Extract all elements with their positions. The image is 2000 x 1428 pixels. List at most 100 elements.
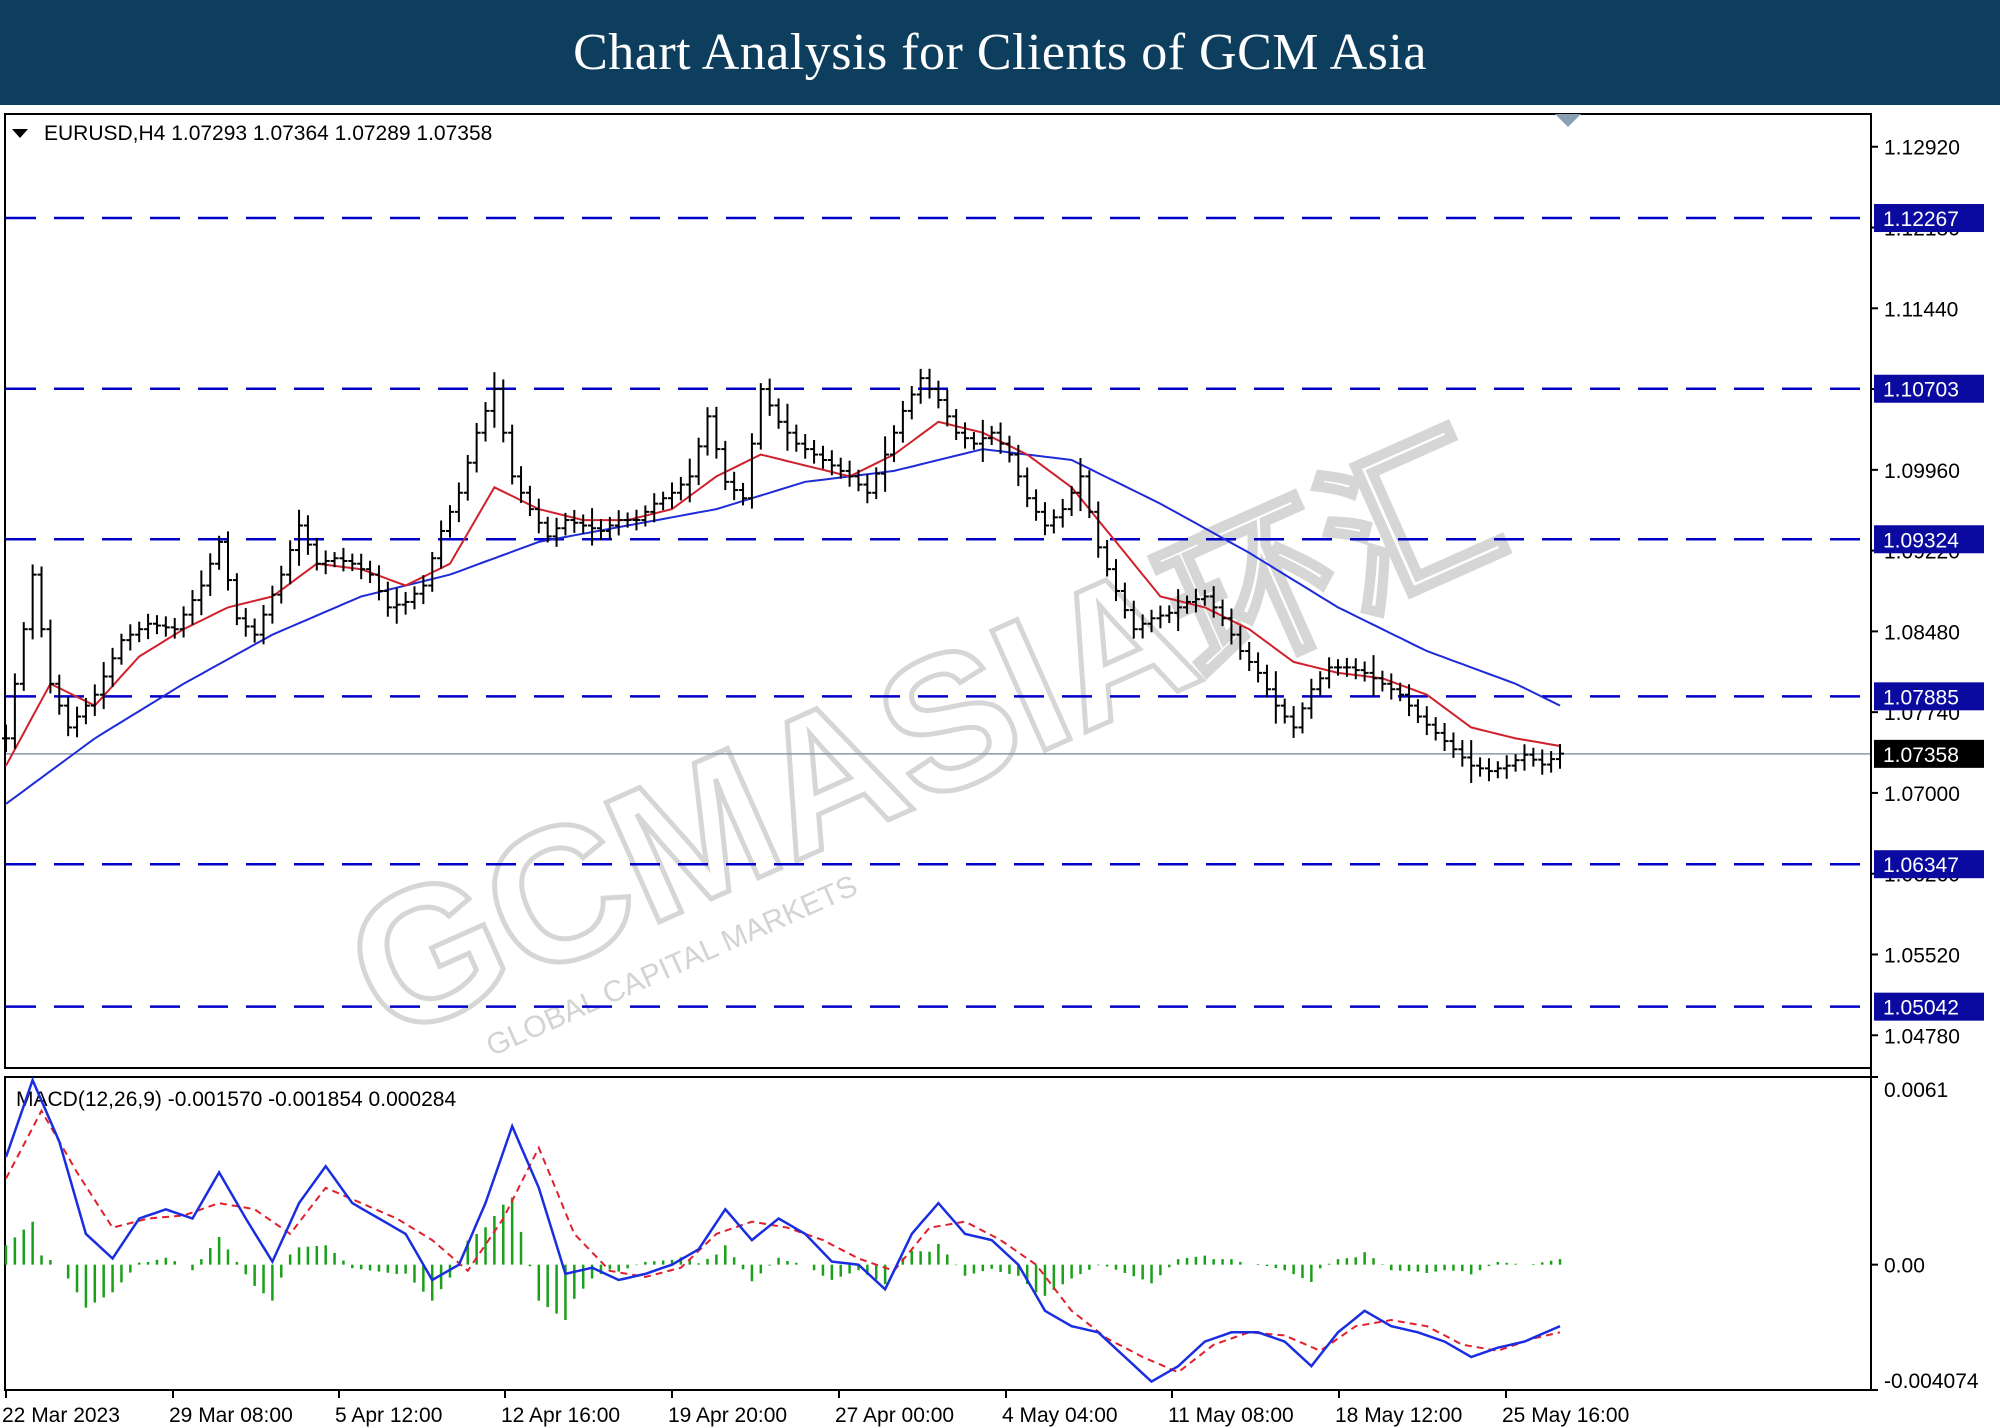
price-bar	[534, 498, 543, 534]
price-bar	[357, 553, 366, 580]
time-tick-label: 11 May 08:00	[1168, 1404, 1294, 1427]
price-bar	[801, 434, 810, 459]
price-bar	[28, 564, 37, 640]
price-bar	[1049, 509, 1058, 534]
price-bar	[987, 425, 996, 446]
price-bar	[1538, 749, 1547, 775]
current-price-label: 1.07358	[1883, 744, 1959, 767]
price-bar	[872, 467, 881, 500]
price-bar	[1218, 599, 1227, 627]
price-bar	[552, 517, 561, 547]
level-tag	[1874, 682, 1984, 711]
price-bar	[19, 622, 28, 691]
price-bar	[1005, 435, 1014, 463]
price-bar	[73, 706, 82, 738]
price-bar	[614, 510, 623, 536]
price-bar	[303, 515, 312, 555]
price-bar	[1387, 673, 1396, 700]
price-bar	[1040, 502, 1049, 536]
price-bar	[943, 389, 952, 427]
price-bar	[543, 516, 552, 543]
price-bar	[765, 378, 774, 416]
price-bar	[1502, 755, 1511, 779]
price-bar	[81, 697, 90, 725]
price-bar	[517, 466, 526, 503]
price-bar	[321, 550, 330, 575]
price-tick-label: 1.11440	[1884, 298, 1958, 321]
chevron-down-icon[interactable]	[12, 129, 28, 138]
ma-fast-line	[5, 420, 1561, 767]
time-tick-label: 19 Apr 20:00	[668, 1404, 787, 1427]
price-bar	[881, 436, 890, 492]
price-tick-label: 1.07000	[1884, 783, 1960, 806]
price-bar	[179, 606, 188, 638]
price-bar	[605, 516, 614, 540]
price-tick-label: 1.12920	[1884, 137, 1960, 160]
price-bar	[1449, 732, 1458, 758]
price-bar	[1369, 655, 1378, 697]
macd-signal-line	[5, 1108, 1561, 1374]
ma-slow-line	[5, 448, 1561, 805]
macd-tick-label: 0.0061	[1884, 1079, 1948, 1102]
moving-averages	[5, 420, 1561, 805]
price-bar	[668, 482, 676, 509]
price-bar	[1467, 740, 1476, 783]
price-bar	[126, 624, 135, 651]
price-bar	[1396, 682, 1405, 702]
price-bar	[1422, 706, 1431, 736]
price-bar	[623, 512, 632, 528]
price-bar	[1360, 661, 1369, 682]
price-bar	[144, 613, 153, 640]
price-bar	[1431, 717, 1440, 741]
price-bar	[206, 553, 215, 596]
price-bar	[1440, 723, 1449, 751]
price-bar	[108, 647, 117, 687]
price-bar	[907, 385, 916, 420]
time-tick-label: 18 May 12:00	[1335, 1404, 1462, 1427]
level-tag	[1874, 992, 1984, 1021]
price-tick-label: 1.08480	[1884, 621, 1960, 644]
price-bar	[117, 633, 126, 665]
price-bar	[969, 432, 978, 450]
price-bar	[1307, 678, 1316, 719]
price-bar	[1280, 698, 1289, 724]
price-bar	[1112, 559, 1120, 602]
price-bar	[739, 482, 748, 506]
price-bar	[588, 508, 597, 546]
price-bar	[366, 560, 375, 584]
price-bar	[10, 673, 19, 749]
price-tick-label: 1.05520	[1884, 944, 1960, 967]
price-bar	[1262, 664, 1271, 698]
price-bar	[632, 509, 641, 531]
price-bar	[703, 407, 712, 456]
price-bar	[1058, 498, 1067, 528]
level-tag-label: 1.06347	[1883, 854, 1959, 877]
level-tag	[1874, 204, 1984, 233]
price-bar	[774, 398, 783, 429]
time-tick-label: 12 Apr 16:00	[501, 1404, 620, 1427]
price-bar	[1200, 589, 1209, 606]
price-bar	[596, 519, 605, 541]
price-bar	[659, 491, 668, 511]
price-bar	[1476, 757, 1485, 777]
price-bar	[1076, 458, 1085, 512]
price-bar	[1529, 747, 1538, 767]
price-bar	[1147, 609, 1156, 633]
time-tick-label: 25 May 16:00	[1502, 1404, 1629, 1427]
price-bar	[508, 424, 517, 485]
price-bar	[1289, 706, 1298, 738]
price-bar	[1511, 754, 1520, 772]
price-bar	[401, 591, 410, 615]
price-bar	[579, 514, 588, 534]
price-bar	[641, 505, 650, 527]
price-bar	[1165, 605, 1174, 624]
price-bar	[934, 380, 943, 409]
price-bar	[978, 419, 987, 462]
price-bar	[1023, 467, 1032, 508]
macd-tick-label: 0.00	[1884, 1255, 1925, 1278]
price-bar	[446, 505, 454, 538]
price-bar	[1351, 658, 1360, 680]
time-tick-label: 4 May 04:00	[1002, 1404, 1118, 1427]
price-bar	[1129, 600, 1138, 639]
